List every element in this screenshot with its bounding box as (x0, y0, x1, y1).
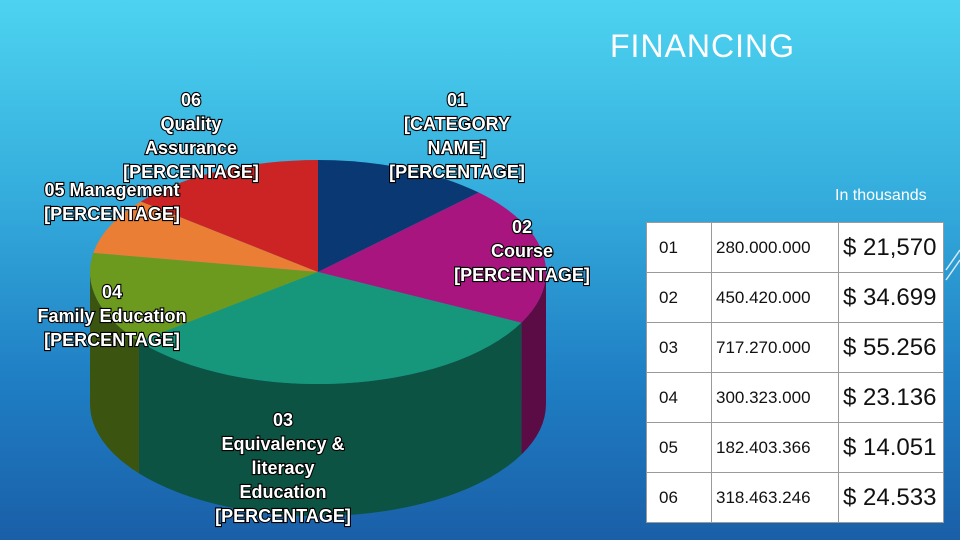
row-amount: 300.323.000 (711, 372, 839, 423)
pie-label-02: 02 Course [PERCENTAGE] (454, 217, 590, 285)
pie-label-line: 06 (181, 90, 201, 110)
pie-label-03: 03 Equivalency & literacy Education [PERCENT… (215, 410, 351, 526)
table-row: 01 280.000.000 $ 21,570 (646, 222, 944, 273)
row-id: 02 (646, 272, 712, 323)
pie-label-line: [CATEGORY (404, 114, 510, 134)
pie-label-line: NAME] (428, 138, 487, 158)
financing-table: 01 280.000.000 $ 21,570 02 450.420.000 $ 34.6… (646, 222, 944, 523)
row-usd: $ 24.533 (838, 472, 944, 523)
pie-slice-06 (140, 160, 318, 272)
row-usd: $ 21,570 (838, 222, 944, 273)
table-row: 05 182.403.366 $ 14.051 (646, 422, 944, 473)
pie-label-line: 01 (447, 90, 467, 110)
pie-label-01: 01 [CATEGORY NAME] [PERCENTAGE] (389, 90, 525, 182)
row-amount: 182.403.366 (711, 422, 839, 473)
pie-label-line: 04 (102, 282, 122, 302)
row-amount: 280.000.000 (711, 222, 839, 273)
row-id: 05 (646, 422, 712, 473)
pie-label-line: [PERCENTAGE] (389, 162, 525, 182)
pie-label-06: 06 Quality Assurance [PERCENTAGE] (123, 90, 259, 182)
pie-slice-01 (318, 160, 479, 272)
pie-slice-04 (89, 252, 319, 342)
pie-label-line: Education (239, 482, 326, 502)
table-row: 02 450.420.000 $ 34.699 (646, 272, 944, 323)
pie-label-line: Equivalency & (221, 434, 344, 454)
pie-slice-03 (138, 272, 522, 385)
pie-label-line: [PERCENTAGE] (215, 506, 351, 526)
pie-label-line: Course (491, 241, 553, 261)
row-usd: $ 34.699 (838, 272, 944, 323)
pie-label-line: [PERCENTAGE] (123, 162, 259, 182)
row-id: 01 (646, 222, 712, 273)
pie-label-line: [PERCENTAGE] (44, 330, 180, 350)
row-usd: $ 14.051 (838, 422, 944, 473)
pie-side-03 (138, 322, 522, 516)
pie-label-line: literacy (251, 458, 314, 478)
pie-label-line: Family Education (37, 306, 186, 326)
pie-label-line: 05 Management (44, 180, 179, 200)
pie-label-line: 03 (273, 410, 293, 430)
row-id: 04 (646, 372, 712, 423)
row-amount: 318.463.246 (711, 472, 839, 523)
units-note: In thousands (835, 187, 927, 204)
row-usd: $ 55.256 (838, 322, 944, 373)
pie-slice-02 (318, 192, 546, 323)
pie-slice-05 (93, 201, 319, 272)
row-id: 03 (646, 322, 712, 373)
pie-side-02 (521, 272, 546, 455)
pie-label-05: 05 Management [PERCENTAGE] (44, 180, 180, 224)
pie-label-line: [PERCENTAGE] (44, 204, 180, 224)
slide-title: FINANCING (610, 28, 795, 64)
pie-label-line: Assurance (145, 138, 237, 158)
table-row: 06 318.463.246 $ 24.533 (646, 472, 944, 523)
pie-label-line: 02 (512, 217, 532, 237)
row-id: 06 (646, 472, 712, 523)
corner-decoration (945, 249, 960, 281)
pie-label-line: Quality (160, 114, 221, 134)
table-row: 04 300.323.000 $ 23.136 (646, 372, 944, 423)
row-amount: 717.270.000 (711, 322, 839, 373)
table-row: 03 717.270.000 $ 55.256 (646, 322, 944, 373)
row-usd: $ 23.136 (838, 372, 944, 423)
row-amount: 450.420.000 (711, 272, 839, 323)
pie-side-04 (90, 272, 139, 474)
pie-label-line: [PERCENTAGE] (454, 265, 590, 285)
pie-label-04: 04 Family Education [PERCENTAGE] (37, 282, 186, 350)
